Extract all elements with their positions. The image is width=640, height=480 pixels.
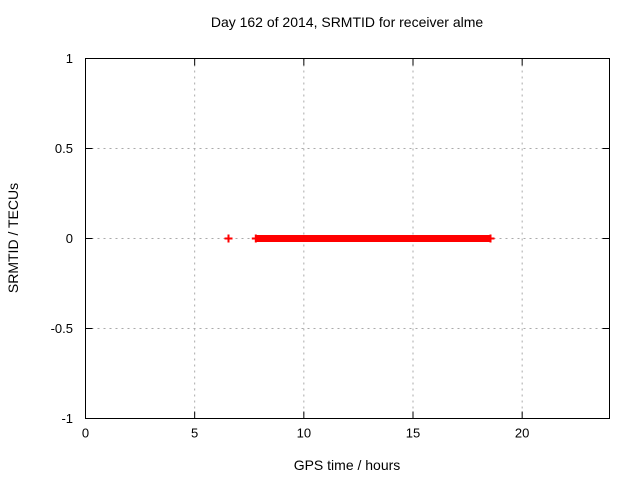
x-tick-label: 5 [191,426,198,441]
x-axis-label: GPS time / hours [293,457,401,473]
y-tick-label: -0.5 [51,321,73,336]
x-tick-label: 15 [406,426,420,441]
y-tick-label: -1 [61,411,73,426]
x-tick-label: 0 [82,426,89,441]
y-tick-label: 0 [66,231,73,246]
x-tick-label: 20 [515,426,529,441]
plot-border [85,58,610,419]
chart-title: Day 162 of 2014, SRMTID for receiver alm… [210,14,484,30]
y-tick-label: 0.5 [55,141,73,156]
x-tick-label: 10 [297,426,311,441]
y-tick-label: 1 [66,51,73,66]
